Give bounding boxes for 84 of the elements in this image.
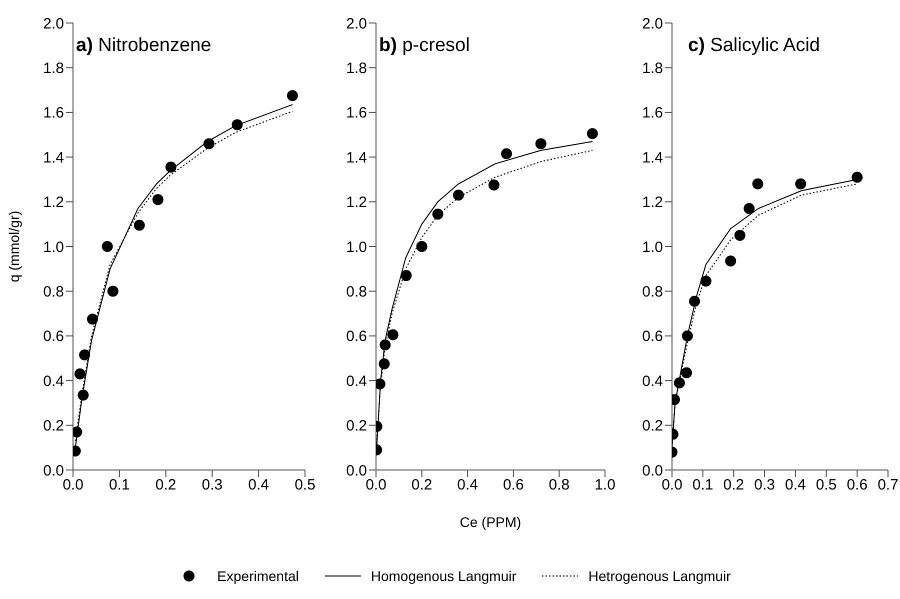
point (744, 203, 755, 214)
y-tick-label: 1.4 (346, 149, 367, 166)
y-tick-label: 0.8 (642, 284, 663, 301)
legend-label: Hetrogenous Langmuir (588, 568, 731, 584)
x-tick-label: 0.5 (294, 476, 316, 494)
y-tick-label: 1.6 (642, 104, 663, 122)
x-tick-label: 0.3 (754, 476, 775, 494)
point (501, 148, 512, 160)
point (286, 90, 298, 102)
y-tick-label: 0.0 (43, 462, 64, 480)
point (400, 270, 412, 282)
y-tick-label: 2.0 (346, 15, 367, 32)
x-tick-label: 0.0 (662, 476, 682, 494)
x-tick-label: 0.3 (202, 476, 223, 494)
x-tick-label: 0.2 (411, 476, 432, 494)
y-tick-label: 0.4 (43, 372, 64, 390)
y-tick-label: 0.8 (346, 284, 367, 301)
point (79, 349, 90, 360)
point (752, 178, 764, 190)
y-tick-label: 1.6 (346, 104, 367, 122)
x-tick-label: 0.0 (366, 476, 386, 494)
y-tick-label: 2.0 (43, 15, 64, 32)
y-tick-label: 1.2 (43, 194, 64, 212)
y-tick-label: 0.4 (642, 372, 663, 390)
x-tick-label: 0.4 (785, 476, 806, 494)
y-tick-label: 1.6 (43, 104, 64, 122)
y-tick-label: 0.4 (346, 372, 367, 390)
x-tick-label: 0.5 (816, 476, 837, 494)
y-tick-label: 0.2 (43, 418, 64, 435)
point (535, 138, 546, 150)
y-tick-label: 1.8 (43, 60, 64, 78)
point (134, 220, 145, 231)
y-axis-title: q (mmol/gr) (6, 210, 22, 282)
y-tick-label: 0.2 (346, 418, 367, 435)
text: c) Salicylic Acid (688, 35, 820, 57)
x-tick-label: 0.6 (502, 476, 524, 494)
y-tick-label: 0.6 (642, 328, 663, 346)
x-tick-label: 0.4 (248, 476, 270, 494)
x-tick-label: 0.4 (457, 476, 478, 494)
legend-label: Homogenous Langmuir (370, 568, 516, 584)
x-tick-label: 0.2 (155, 476, 176, 494)
y-tick-label: 1.4 (642, 149, 663, 166)
y-tick-label: 2.0 (642, 15, 663, 32)
y-tick-label: 1.0 (642, 238, 663, 256)
point (387, 329, 398, 340)
text: b) p-cresol (379, 35, 470, 57)
x-tick-label: 0.0 (62, 476, 84, 494)
y-tick-label: 0.2 (642, 418, 663, 435)
point (152, 194, 164, 206)
point (432, 208, 444, 220)
x-axis-title: Ce (PPM) (458, 514, 522, 530)
x-tick-label: 0.7 (878, 476, 898, 494)
point (734, 230, 746, 241)
y-tick-label: 1.8 (346, 60, 367, 78)
x-tick-label: 0.6 (846, 476, 868, 494)
point (416, 241, 428, 252)
y-tick-label: 0.6 (43, 328, 64, 346)
text: a) Nitrobenzene (76, 35, 212, 57)
point (452, 190, 464, 201)
legend-label: Experimental (217, 568, 299, 584)
y-tick-label: 1.4 (43, 149, 64, 166)
point (74, 368, 86, 380)
y-tick-label: 1.0 (346, 238, 367, 256)
x-tick-label: 0.8 (548, 476, 570, 494)
point (488, 180, 500, 191)
x-tick-label: 0.1 (692, 476, 714, 494)
y-tick-label: 1.0 (43, 238, 64, 256)
point (852, 172, 863, 183)
point (586, 128, 598, 140)
point (102, 241, 113, 252)
point (795, 178, 806, 190)
x-tick-label: 0.1 (108, 476, 130, 494)
point (725, 256, 736, 267)
y-tick-label: 1.2 (346, 194, 367, 212)
point (107, 286, 118, 297)
point (681, 367, 692, 378)
y-tick-label: 0.0 (346, 462, 367, 480)
x-tick-label: 1.0 (594, 476, 616, 494)
x-tick-label: 0.2 (723, 476, 744, 494)
y-tick-label: 1.8 (642, 60, 663, 78)
y-tick-label: 0.6 (346, 328, 367, 346)
y-tick-label: 0.0 (642, 462, 663, 480)
y-tick-label: 1.2 (642, 194, 663, 212)
y-tick-label: 0.8 (43, 284, 64, 301)
